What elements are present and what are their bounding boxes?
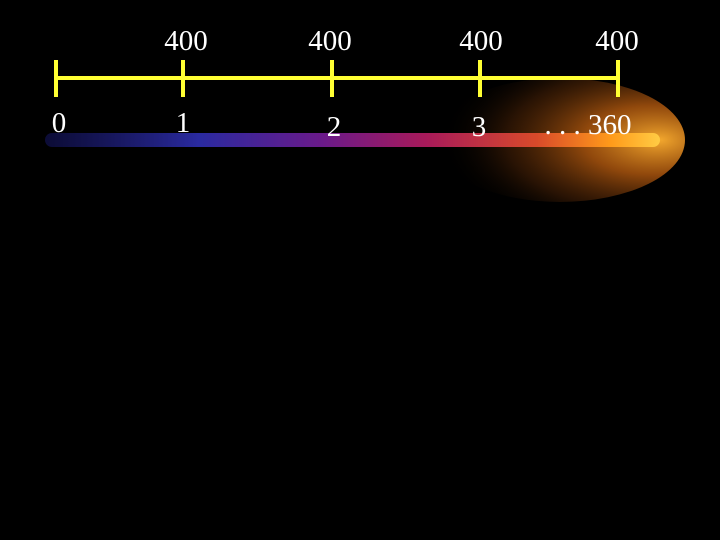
ruler (54, 60, 620, 97)
point-label: . . . 360 (545, 109, 632, 141)
point-label: 2 (327, 111, 342, 143)
point-label: 3 (472, 111, 487, 143)
point-label: 0 (52, 107, 67, 139)
interval-label: 400 (459, 25, 503, 57)
point-label: 1 (176, 107, 191, 139)
interval-label: 400 (164, 25, 208, 57)
spectrum-beam (45, 133, 660, 147)
interval-label: 400 (595, 25, 639, 57)
interval-label: 400 (308, 25, 352, 57)
